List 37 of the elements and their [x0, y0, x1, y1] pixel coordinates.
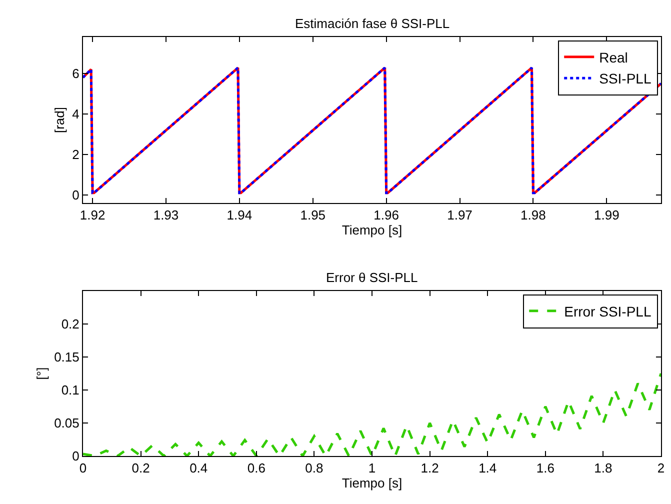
x-tick-label: 0.4: [190, 460, 208, 476]
x-tick-label: 1.95: [300, 208, 326, 223]
legend-label: Error SSI-PLL: [564, 303, 652, 320]
y-tick-label: 0.15: [54, 350, 80, 365]
x-tick-label: 2: [657, 460, 665, 476]
legend-label: Real: [599, 49, 628, 66]
x-tick-label: 1.96: [374, 208, 399, 223]
y-tick-label: 0.2: [61, 316, 80, 332]
x-tick-label: 1.6: [536, 460, 554, 476]
x-axis-title: Tiempo [s]: [342, 476, 402, 491]
y-tick-label: 4: [72, 106, 80, 122]
x-tick-label: 0.2: [132, 460, 150, 476]
x-tick-label: 1.2: [420, 460, 439, 476]
line-series: [83, 372, 661, 456]
x-tick-label: 1: [368, 460, 376, 476]
x-tick-label: 1.99: [594, 208, 620, 223]
x-tick-label: 1.94: [226, 208, 252, 223]
chart-title: Estimación fase θ SSI-PLL: [295, 16, 450, 31]
x-tick-label: 1.93: [153, 208, 179, 223]
chart-title: Error θ SSI-PLL: [326, 270, 418, 285]
y-tick-label: 0: [72, 187, 80, 202]
x-tick-label: 1.92: [80, 208, 106, 223]
x-tick-label: 0.6: [247, 460, 266, 476]
y-tick-label: 0.1: [61, 382, 80, 398]
y-axis-title: [rad]: [52, 106, 68, 134]
y-tick-label: 0: [72, 448, 80, 464]
x-tick-label: 1.4: [478, 460, 497, 476]
y-axis-title: [°]: [34, 367, 50, 380]
y-tick-label: 6: [72, 66, 80, 81]
legend-label: SSI-PLL: [599, 70, 652, 87]
y-tick-label: 2: [72, 146, 80, 162]
x-axis-title: Tiempo [s]: [342, 222, 402, 238]
x-tick-label: 1.8: [594, 460, 612, 476]
x-tick-label: 1.98: [520, 208, 546, 223]
y-tick-label: 0.05: [54, 416, 80, 431]
x-tick-label: 1.97: [447, 208, 472, 223]
x-tick-label: 0.8: [305, 460, 324, 476]
